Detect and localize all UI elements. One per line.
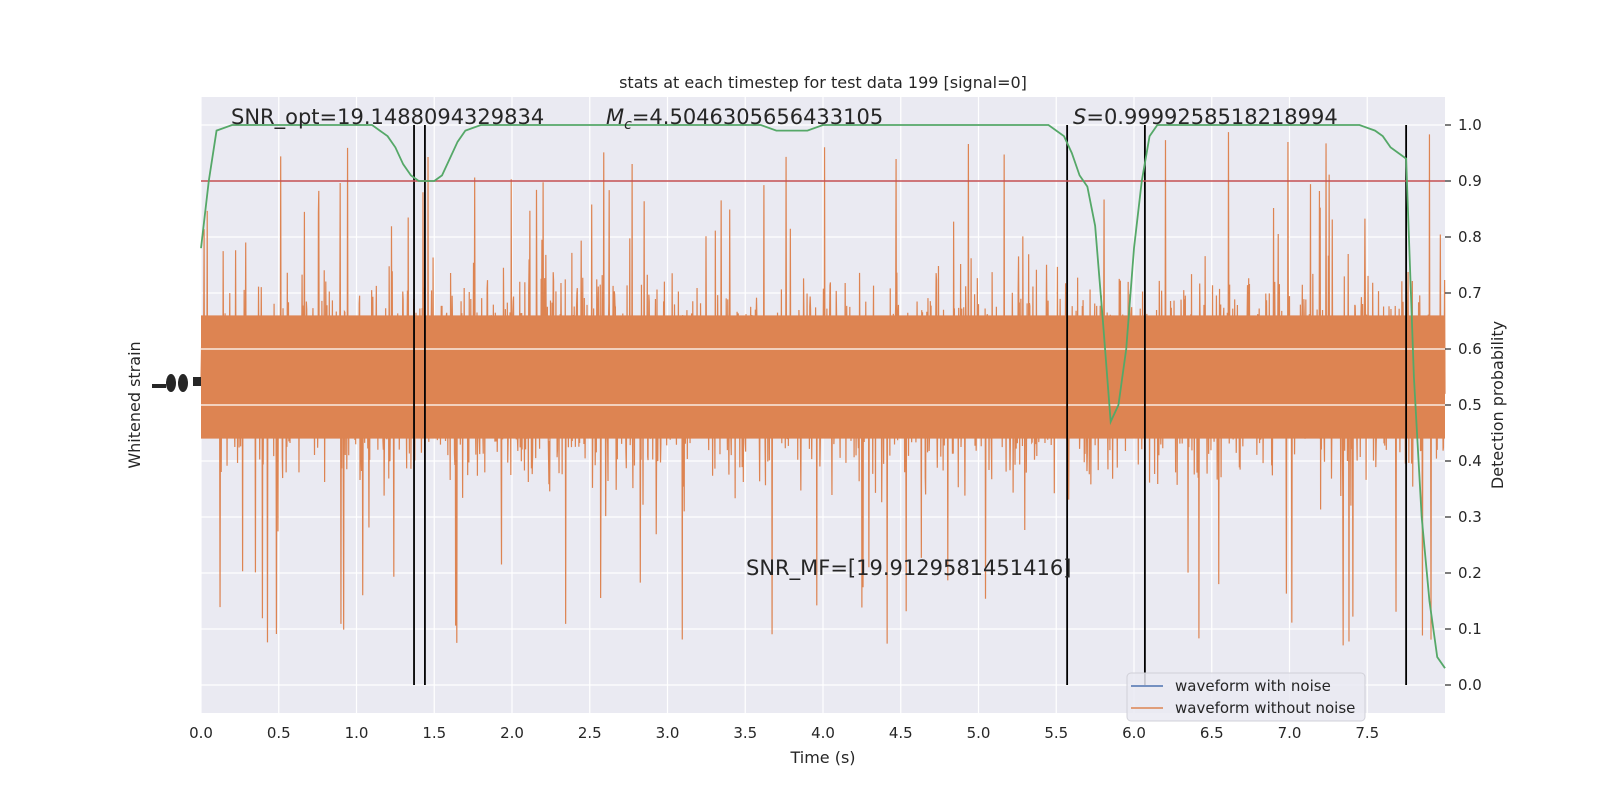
legend: waveform with noise waveform without noi… [1126, 672, 1366, 722]
y-tick-label: 0.9 [1458, 172, 1482, 190]
y-tick-label: 0.3 [1458, 508, 1482, 526]
annotation-chirp-mass: Mc=4.5046305656433105 [606, 105, 883, 133]
x-tick-label: 3.5 [733, 724, 757, 742]
vertical-markers [413, 125, 1408, 685]
y-tick-label: 0.8 [1458, 228, 1482, 246]
chart-title: stats at each timestep for test data 199… [619, 73, 1027, 92]
strain-series [200, 132, 1446, 646]
y-axis-ticks-right: 0.0 0.1 0.2 0.3 0.4 0.5 0.6 0.7 0.8 0.9 1.0 [1445, 116, 1482, 694]
legend-label-without-noise: waveform without noise [1175, 699, 1355, 717]
detection-probability-line [200, 124, 1446, 669]
x-axis-ticks: 0.0 0.5 1.0 1.5 2.0 2.5 3.0 3.5 4.0 4.5 5.0 5.5 6.0 6… [189, 724, 1379, 742]
x-tick-label: 2.5 [578, 724, 602, 742]
x-tick-label: 0.0 [189, 724, 213, 742]
x-tick-label: 0.5 [267, 724, 291, 742]
y-tick-label: 1.0 [1458, 116, 1482, 134]
y-tick-label: 0.1 [1458, 620, 1482, 638]
strain-dense-band [201, 315, 1445, 439]
left-axis-ticks-overlap [152, 374, 201, 392]
x-tick-label: 5.5 [1044, 724, 1068, 742]
legend-label-with-noise: waveform with noise [1175, 677, 1331, 695]
annotation-snr-mf: SNR_MF=[19.9129581451416] [746, 556, 1071, 581]
y-tick-label: 0.7 [1458, 284, 1482, 302]
y-tick-label: 0.0 [1458, 676, 1482, 694]
x-tick-label: 5.0 [967, 724, 991, 742]
x-tick-label: 4.5 [889, 724, 913, 742]
annotation-s: S=0.9999258518218994 [1073, 105, 1338, 129]
x-tick-label: 2.0 [500, 724, 524, 742]
x-tick-label: 7.0 [1278, 724, 1302, 742]
x-tick-label: 6.5 [1200, 724, 1224, 742]
y-tick-label: 0.2 [1458, 564, 1482, 582]
y-axis-label-right: Detection probability [1488, 321, 1507, 489]
probability-series [200, 124, 1446, 669]
y-axis-label-left: Whitened strain [125, 341, 144, 468]
legend-box [1126, 672, 1366, 722]
x-tick-label: 6.0 [1122, 724, 1146, 742]
y-tick-label: 0.6 [1458, 340, 1482, 358]
x-tick-label: 7.5 [1355, 724, 1379, 742]
annotation-snr-opt: SNR_opt=19.1488094329834 [231, 105, 544, 130]
x-axis-label: Time (s) [789, 748, 855, 767]
y-tick-label: 0.5 [1458, 396, 1482, 414]
x-tick-label: 4.0 [811, 724, 835, 742]
x-tick-label: 1.0 [345, 724, 369, 742]
y-tick-label: 0.4 [1458, 452, 1482, 470]
x-tick-label: 3.0 [656, 724, 680, 742]
x-tick-label: 1.5 [422, 724, 446, 742]
